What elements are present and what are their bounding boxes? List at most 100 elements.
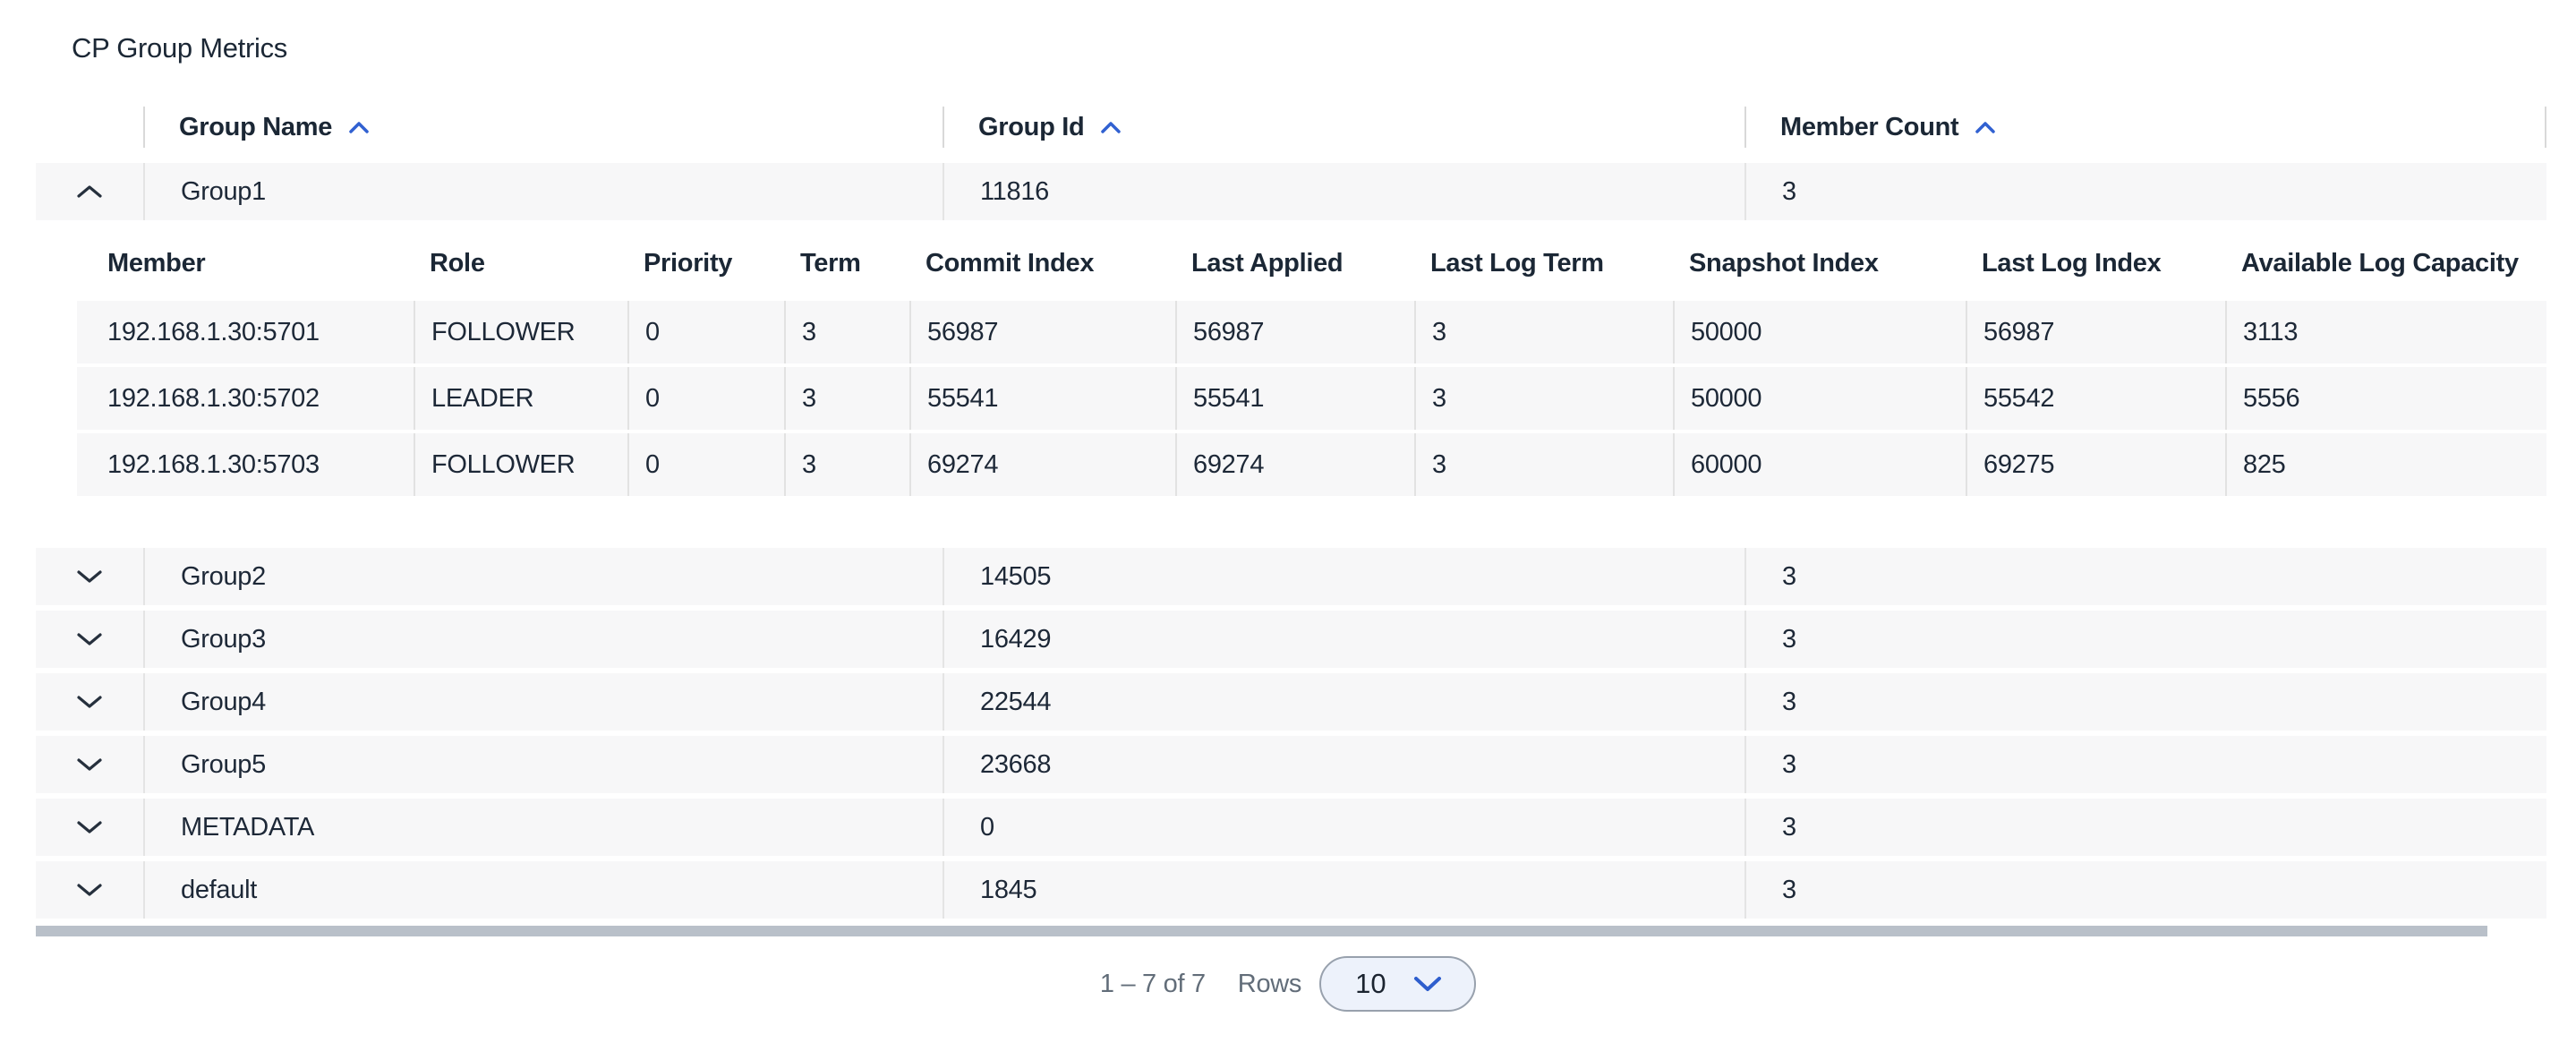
group-row-group5: Group5 23668 3 xyxy=(36,736,2546,793)
members-table-header-row: Member Role Priority Term Commit Index L… xyxy=(77,226,2546,301)
group-id-cell: 14505 xyxy=(943,548,1744,605)
last-log-term-cell: 3 xyxy=(1414,367,1673,430)
member-count-cell: 3 xyxy=(1744,611,2546,668)
group-id-cell: 22544 xyxy=(943,673,1744,731)
snapshot-index-cell: 60000 xyxy=(1673,433,1966,496)
member-row: 192.168.1.30:5702 LEADER 0 3 55541 55541… xyxy=(77,367,2546,430)
member-count-cell: 3 xyxy=(1744,799,2546,856)
sort-ascending-icon xyxy=(1975,120,1996,134)
expander-column-header xyxy=(36,98,143,156)
available-log-capacity-cell: 3113 xyxy=(2225,301,2546,363)
rows-per-page-value: 10 xyxy=(1355,968,1386,999)
group-row-default: default 1845 3 xyxy=(36,861,2546,919)
last-log-index-column-header: Last Log Index xyxy=(1982,248,2162,278)
priority-cell: 0 xyxy=(627,367,784,430)
member-count-cell: 3 xyxy=(1744,736,2546,793)
snapshot-index-cell: 50000 xyxy=(1673,367,1966,430)
term-cell: 3 xyxy=(784,301,909,363)
group-name-cell: Group5 xyxy=(143,736,943,793)
group-name-cell: Group1 xyxy=(143,163,943,220)
last-log-term-column-header: Last Log Term xyxy=(1430,248,1604,278)
expand-toggle-button[interactable] xyxy=(36,799,143,856)
commit-index-cell: 69274 xyxy=(909,433,1175,496)
chevron-down-icon xyxy=(74,568,105,586)
role-cell: FOLLOWER xyxy=(414,433,627,496)
priority-cell: 0 xyxy=(627,301,784,363)
last-log-term-cell: 3 xyxy=(1414,301,1673,363)
last-applied-cell: 56987 xyxy=(1175,301,1414,363)
page-title: CP Group Metrics xyxy=(72,32,287,64)
last-log-index-cell: 55542 xyxy=(1966,367,2225,430)
member-column-header: Member xyxy=(107,248,206,278)
group-row-metadata: METADATA 0 3 xyxy=(36,799,2546,856)
member-row: 192.168.1.30:5701 FOLLOWER 0 3 56987 569… xyxy=(77,301,2546,363)
last-log-index-cell: 69275 xyxy=(1966,433,2225,496)
member-address-cell: 192.168.1.30:5703 xyxy=(107,449,320,479)
group-id-cell: 11816 xyxy=(943,163,1744,220)
member-count-cell: 3 xyxy=(1744,548,2546,605)
pagination-range-text: 1 – 7 of 7 xyxy=(1099,969,1206,998)
group-id-cell: 23668 xyxy=(943,736,1744,793)
scrollbar-thumb[interactable] xyxy=(36,926,2487,936)
group-row-group1: Group1 11816 3 xyxy=(36,163,2546,220)
group-row-group3: Group3 16429 3 xyxy=(36,611,2546,668)
role-cell: FOLLOWER xyxy=(414,301,627,363)
horizontal-scrollbar xyxy=(36,926,2546,936)
member-count-cell: 3 xyxy=(1744,163,2546,220)
term-cell: 3 xyxy=(784,367,909,430)
group-name-cell: default xyxy=(143,861,943,919)
available-log-capacity-cell: 825 xyxy=(2225,433,2546,496)
member-address-cell: 192.168.1.30:5701 xyxy=(107,317,320,346)
group-id-header-label: Group Id xyxy=(978,112,1085,141)
table-header-row: Group Name Group Id Member Count xyxy=(36,98,2546,156)
chevron-down-icon xyxy=(74,630,105,648)
sort-ascending-icon xyxy=(348,120,370,134)
sort-ascending-icon xyxy=(1100,120,1122,134)
expand-toggle-button[interactable] xyxy=(36,548,143,605)
term-column-header: Term xyxy=(800,248,861,278)
member-row: 192.168.1.30:5703 FOLLOWER 0 3 69274 692… xyxy=(77,433,2546,496)
expand-toggle-button[interactable] xyxy=(36,736,143,793)
group-name-cell: Group4 xyxy=(143,673,943,731)
expand-toggle-button[interactable] xyxy=(36,673,143,731)
available-log-capacity-cell: 5556 xyxy=(2225,367,2546,430)
role-column-header: Role xyxy=(430,248,485,278)
collapse-toggle-button[interactable] xyxy=(36,163,143,220)
group-name-cell: Group3 xyxy=(143,611,943,668)
group1-members-table: Member Role Priority Term Commit Index L… xyxy=(77,226,2546,496)
member-count-header-label: Member Count xyxy=(1780,112,1959,141)
member-count-cell: 3 xyxy=(1744,861,2546,919)
rows-per-page-label: Rows xyxy=(1237,969,1302,998)
chevron-down-icon xyxy=(74,818,105,836)
priority-column-header: Priority xyxy=(644,248,733,278)
chevron-down-icon xyxy=(74,693,105,711)
group-name-cell: Group2 xyxy=(143,548,943,605)
group-name-cell: METADATA xyxy=(143,799,943,856)
expand-toggle-button[interactable] xyxy=(36,611,143,668)
commit-index-cell: 55541 xyxy=(909,367,1175,430)
sort-header-group-name[interactable]: Group Name xyxy=(143,98,943,156)
snapshot-index-cell: 50000 xyxy=(1673,301,1966,363)
group-id-cell: 16429 xyxy=(943,611,1744,668)
member-count-cell: 3 xyxy=(1744,673,2546,731)
group-row-group4: Group4 22544 3 xyxy=(36,673,2546,731)
sort-header-group-id[interactable]: Group Id xyxy=(943,98,1744,156)
last-log-term-cell: 3 xyxy=(1414,433,1673,496)
cp-group-metrics-table: Group Name Group Id Member Count Group1 … xyxy=(36,98,2546,919)
commit-index-cell: 56987 xyxy=(909,301,1175,363)
last-log-index-cell: 56987 xyxy=(1966,301,2225,363)
expand-toggle-button[interactable] xyxy=(36,861,143,919)
group-row-group2: Group2 14505 3 xyxy=(36,548,2546,605)
available-log-capacity-column-header: Available Log Capacity xyxy=(2241,248,2519,278)
last-applied-cell: 55541 xyxy=(1175,367,1414,430)
role-cell: LEADER xyxy=(414,367,627,430)
commit-index-column-header: Commit Index xyxy=(925,248,1095,278)
chevron-down-icon xyxy=(74,881,105,899)
sort-header-member-count[interactable]: Member Count xyxy=(1744,98,2546,156)
group-name-header-label: Group Name xyxy=(179,112,333,141)
snapshot-index-column-header: Snapshot Index xyxy=(1689,248,1879,278)
group-id-cell: 1845 xyxy=(943,861,1744,919)
rows-per-page-select[interactable]: 10 xyxy=(1319,956,1477,1012)
last-applied-column-header: Last Applied xyxy=(1191,248,1343,278)
last-applied-cell: 69274 xyxy=(1175,433,1414,496)
